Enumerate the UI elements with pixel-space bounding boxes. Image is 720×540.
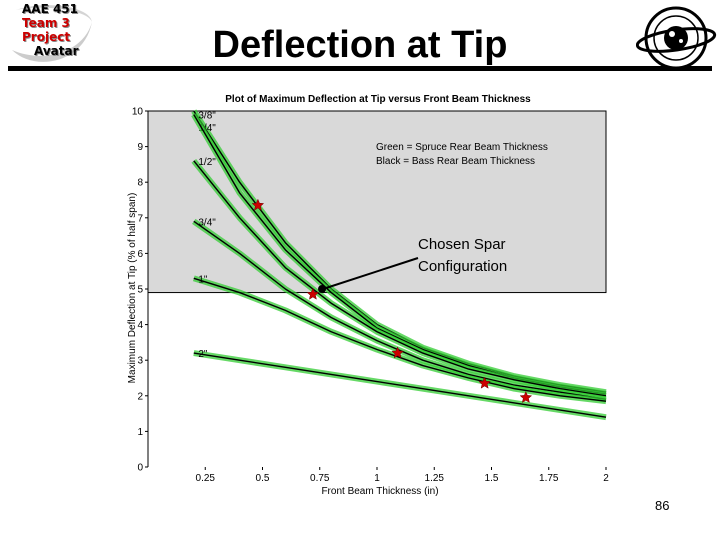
logo-line-2: Team 3 <box>22 16 70 30</box>
series-label: 1" <box>198 274 208 285</box>
y-tick-label: 2 <box>137 391 143 402</box>
seal-graphic <box>635 6 717 70</box>
series-label: 2" <box>198 349 208 360</box>
x-tick-label: 1 <box>374 473 380 484</box>
team-logo-swoosh <box>12 5 92 62</box>
page-number: 86 <box>655 498 670 513</box>
slide-title: Deflection at Tip <box>212 24 508 66</box>
x-tick-label: 0.5 <box>256 473 270 484</box>
star-marker <box>519 390 533 403</box>
annotation-line-1: Chosen Spar <box>418 236 506 253</box>
star-marker <box>306 287 320 300</box>
annotation-line-2: Configuration <box>418 258 507 275</box>
x-tick-label: 1.25 <box>425 473 445 484</box>
x-tick-label: 1.5 <box>485 473 499 484</box>
highlight-region <box>147 110 607 294</box>
y-axis-label: Maximum Deflection at Tip (% of half spa… <box>127 193 138 384</box>
x-tick-label: 0.75 <box>310 473 330 484</box>
markers-layer <box>251 198 533 403</box>
annotation-point <box>318 285 327 293</box>
y-tick-label: 6 <box>137 249 143 260</box>
series-line-5 <box>193 352 607 418</box>
y-tick-label: 4 <box>137 320 143 331</box>
university-seal <box>635 2 718 74</box>
annotation-arrow <box>325 257 419 289</box>
star-marker <box>478 376 491 389</box>
y-tick-label: 8 <box>137 178 143 189</box>
y-tick-label: 10 <box>132 107 144 118</box>
series-layer: 1/4"3/8" 1/2" 3/4" 1" 2" <box>191 109 607 421</box>
title-divider <box>8 66 712 71</box>
x-tick-label: 2 <box>603 473 609 484</box>
series-line-4 <box>193 277 607 402</box>
star-marker <box>391 346 404 359</box>
series-line-3 <box>193 220 607 401</box>
chart-title: Plot of Maximum Deflection at Tip versus… <box>225 94 531 105</box>
highlight-region-layer <box>147 110 607 294</box>
axes-layer: 0 1 2 3 4 5 6 7 8 9 10 0.25 0.5 0.75 1 1.25 1.5 1.75 2 <box>132 107 609 485</box>
x-axis-label: Front Beam Thickness (in) <box>321 486 438 497</box>
y-tick-label: 9 <box>137 142 143 153</box>
logo-line-1: AAE 451 <box>22 2 78 16</box>
legend-line-green: Green = Spruce Rear Beam Thickness <box>376 142 548 153</box>
y-tick-label: 7 <box>137 213 143 224</box>
annotation-layer: Chosen Spar Configuration <box>318 236 507 293</box>
series-label: 1/4" <box>198 123 216 134</box>
logo-line-4: Avatar <box>34 44 79 58</box>
y-tick-label: 1 <box>137 427 143 438</box>
x-tick-label: 1.75 <box>539 473 559 484</box>
legend-line-black: Black = Bass Rear Beam Thickness <box>376 156 535 167</box>
series-label: 3/8" <box>198 111 216 122</box>
y-tick-label: 0 <box>137 463 143 474</box>
series-label: 3/4" <box>198 217 216 228</box>
logo-line-3: Project <box>22 30 71 44</box>
y-tick-label: 3 <box>137 356 143 367</box>
y-tick-label: 5 <box>137 285 143 296</box>
team-logo: AAE 451 Team 3 Project Avatar <box>4 2 96 66</box>
star-marker <box>251 198 265 211</box>
series-line-2 <box>193 160 607 397</box>
x-tick-label: 0.25 <box>196 473 216 484</box>
series-label: 1/2" <box>198 157 216 168</box>
